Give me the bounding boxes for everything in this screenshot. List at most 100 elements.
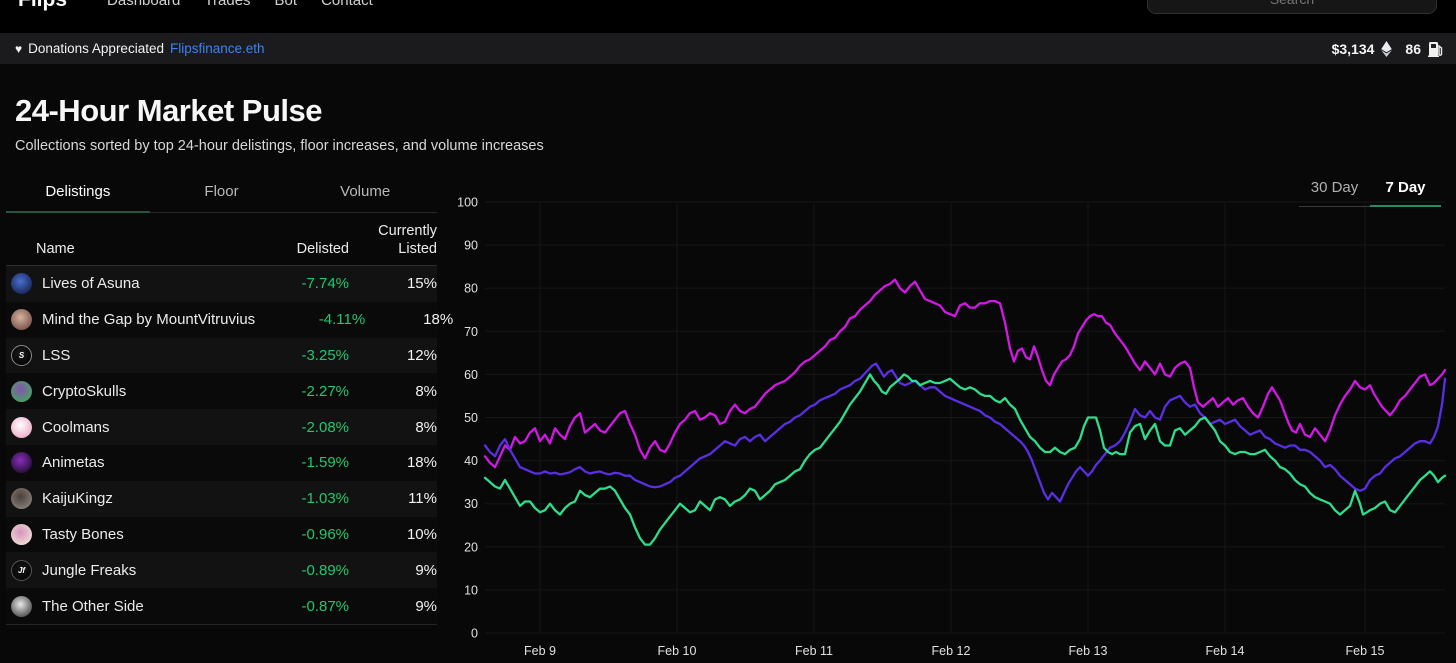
table-row[interactable]: KaijuKingz -1.03% 11% [6, 480, 437, 517]
page-title: 24-Hour Market Pulse [15, 93, 323, 128]
collection-name: LSS [42, 346, 71, 364]
y-tick-label: 0 [471, 627, 478, 641]
range-tab-7-day[interactable]: 7 Day [1370, 179, 1441, 207]
collection-avatar [11, 452, 32, 474]
currently-listed-percent: 18% [406, 454, 437, 472]
currently-listed-percent: 11% [408, 490, 437, 508]
table-row[interactable]: Animetas -1.59% 18% [6, 444, 437, 481]
top-nav: Flips Dashboard Trades Bot Contact [0, 0, 1456, 33]
collection-name: Lives of Asuna [42, 275, 140, 293]
table-row[interactable]: Jf Jungle Freaks -0.89% 9% [6, 552, 437, 589]
delisted-percent: -7.74% [301, 275, 349, 293]
tab-volume[interactable]: Volume [293, 183, 438, 213]
currently-listed-percent: 18% [423, 311, 454, 329]
collection-name: Mind the Gap by MountVitruvius [42, 311, 256, 329]
logo-flips[interactable]: Flips [18, 0, 67, 12]
chart-range-toggle: 30 Day 7 Day [1299, 179, 1441, 207]
delisted-percent: -1.03% [301, 490, 349, 508]
gas-price: 86 [1405, 40, 1421, 57]
nav-item-contact[interactable]: Contact [321, 0, 373, 9]
collection-name: Animetas [42, 454, 105, 472]
search-input[interactable] [1147, 0, 1437, 14]
y-tick-label: 10 [464, 583, 478, 597]
collection-name: CryptoSkulls [42, 382, 127, 400]
collection-avatar [11, 595, 32, 617]
delisted-percent: -2.27% [301, 382, 349, 400]
series-green-line [483, 373, 1447, 546]
collection-avatar: Jf [11, 559, 32, 581]
y-tick-label: 70 [464, 325, 478, 339]
y-tick-label: 40 [464, 454, 478, 468]
delisted-percent: -2.08% [301, 418, 349, 436]
table-row[interactable]: Coolmans -2.08% 8% [6, 409, 437, 445]
table-body: Lives of Asuna -7.74% 15% Mind the Gap b… [6, 266, 453, 625]
collection-avatar [11, 523, 32, 545]
nav-item-trades[interactable]: Trades [204, 0, 251, 9]
table-row[interactable]: The Other Side -0.87% 9% [6, 588, 437, 624]
collection-avatar [11, 309, 32, 331]
collection-avatar [11, 380, 32, 402]
table-tabs: Delistings Floor Volume [6, 183, 438, 213]
y-tick-label: 20 [464, 540, 478, 554]
donation-banner: ♥ Donations Appreciated Flipsfinance.eth… [0, 33, 1456, 64]
collection-name: Coolmans [42, 418, 110, 436]
delisted-percent: -0.89% [301, 561, 349, 579]
x-tick-label: Feb 13 [1069, 644, 1108, 658]
currently-listed-percent: 10% [406, 525, 437, 543]
y-tick-label: 60 [464, 368, 478, 382]
x-tick-label: Feb 9 [524, 644, 556, 658]
header-currently: Currently [378, 223, 437, 239]
y-tick-label: 100 [457, 196, 478, 210]
header-delisted: Delisted [296, 241, 349, 257]
table-header: Currently Name Delisted Listed [6, 223, 437, 266]
table-row[interactable]: Mind the Gap by MountVitruvius -4.11% 18… [6, 301, 453, 338]
currently-listed-percent: 9% [415, 561, 437, 579]
nav-item-dashboard[interactable]: Dashboard [107, 0, 181, 9]
range-tab-30-day[interactable]: 30 Day [1299, 179, 1370, 207]
delisted-percent: -0.96% [301, 525, 349, 543]
table-row[interactable]: Tasty Bones -0.96% 10% [6, 516, 437, 553]
y-tick-label: 30 [464, 497, 478, 511]
series-magenta-line [483, 278, 1447, 469]
collection-name: KaijuKingz [42, 490, 113, 508]
x-tick-label: Feb 15 [1346, 644, 1385, 658]
eth-price: $3,134 [1331, 40, 1375, 57]
y-tick-label: 50 [464, 411, 478, 425]
page-subtitle: Collections sorted by top 24-hour delist… [15, 138, 544, 154]
collection-name: Tasty Bones [42, 525, 124, 543]
collection-avatar [11, 488, 32, 510]
x-tick-label: Feb 11 [795, 644, 833, 658]
collection-name: The Other Side [42, 597, 144, 615]
tab-floor[interactable]: Floor [149, 183, 294, 213]
nav-item-bot[interactable]: Bot [274, 0, 298, 9]
currently-listed-percent: 8% [415, 382, 437, 400]
collection-avatar [11, 416, 32, 438]
donation-address-link[interactable]: Flipsfinance.eth [169, 41, 265, 56]
header-name: Name [36, 241, 75, 257]
table-row[interactable]: CryptoSkulls -2.27% 8% [6, 373, 437, 410]
delisted-percent: -3.25% [301, 346, 349, 364]
collection-name: Jungle Freaks [42, 561, 137, 579]
table-row[interactable]: S LSS -3.25% 12% [6, 337, 437, 374]
currently-listed-percent: 12% [406, 346, 437, 364]
currently-listed-percent: 9% [415, 597, 437, 615]
table-row[interactable]: Lives of Asuna -7.74% 15% [6, 266, 437, 302]
header-listed: Listed [398, 241, 437, 257]
x-tick-label: Feb 14 [1206, 644, 1245, 658]
heart-icon: ♥ [15, 41, 23, 56]
gas-pump-icon [1428, 41, 1443, 57]
currently-listed-percent: 15% [406, 275, 437, 293]
x-tick-label: Feb 10 [658, 644, 697, 658]
collection-avatar [11, 273, 32, 295]
currently-listed-percent: 8% [415, 418, 437, 436]
tab-delistings[interactable]: Delistings [6, 183, 150, 213]
series-purple-line [483, 362, 1447, 503]
delisted-percent: -0.87% [301, 597, 349, 615]
donation-message: Donations Appreciated [28, 41, 164, 56]
collection-avatar: S [11, 344, 32, 366]
delisted-percent: -1.59% [301, 454, 349, 472]
y-tick-label: 80 [464, 282, 478, 296]
y-tick-label: 90 [464, 239, 478, 253]
x-tick-label: Feb 12 [932, 644, 971, 658]
